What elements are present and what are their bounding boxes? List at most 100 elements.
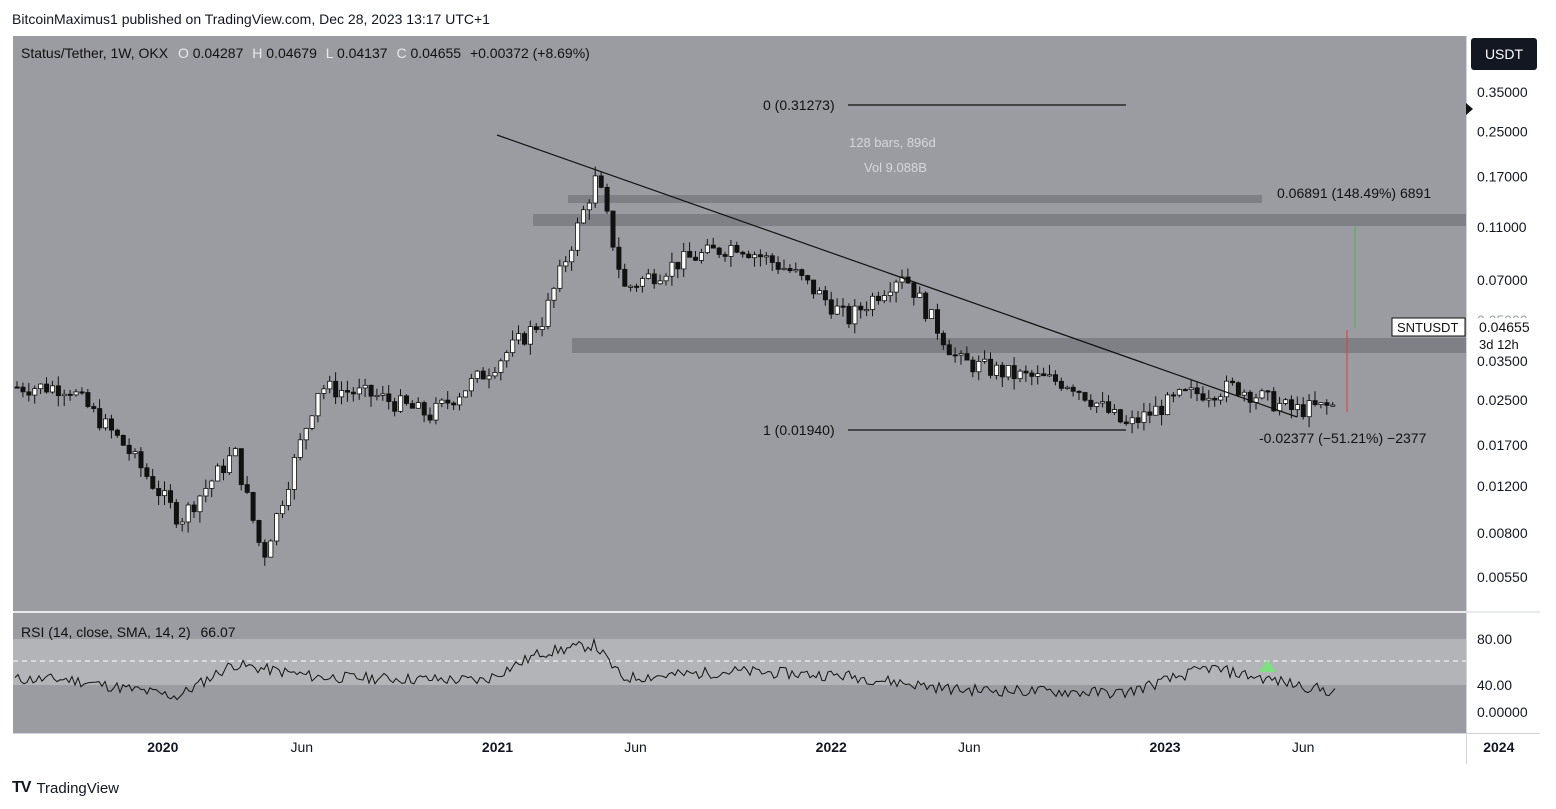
candle-body[interactable] xyxy=(1076,390,1082,393)
symbol-legend[interactable]: Status/Tether, 1W, OKX O 0.04287 H 0.046… xyxy=(21,45,590,61)
candle-body[interactable] xyxy=(911,282,917,298)
candle-body[interactable] xyxy=(675,261,681,270)
candle-body[interactable] xyxy=(793,269,799,272)
candle-body[interactable] xyxy=(327,380,333,390)
candle-body[interactable] xyxy=(1182,389,1188,392)
candle-body[interactable] xyxy=(775,262,781,270)
time-axis[interactable] xyxy=(13,734,1540,763)
candle-body[interactable] xyxy=(103,418,109,429)
candle-body[interactable] xyxy=(209,480,215,489)
candle-body[interactable] xyxy=(728,245,734,257)
candle-body[interactable] xyxy=(285,489,291,506)
candle-body[interactable] xyxy=(551,287,557,301)
candle-body[interactable] xyxy=(504,352,510,362)
candle-body[interactable] xyxy=(356,387,362,395)
main-pane[interactable] xyxy=(13,36,1466,611)
candle-body[interactable] xyxy=(740,251,746,255)
candle-body[interactable] xyxy=(1159,405,1165,416)
candle-body[interactable] xyxy=(563,261,569,267)
candle-body[interactable] xyxy=(38,383,44,390)
candle-body[interactable] xyxy=(681,251,687,270)
candle-body[interactable] xyxy=(1176,389,1182,396)
candle-body[interactable] xyxy=(976,361,982,373)
candle-body[interactable] xyxy=(85,392,91,407)
candle-body[interactable] xyxy=(1247,391,1253,403)
candle-body[interactable] xyxy=(876,295,882,302)
candle-body[interactable] xyxy=(1106,401,1112,413)
candle-body[interactable] xyxy=(61,393,67,397)
candle-body[interactable] xyxy=(1212,397,1218,401)
candle-body[interactable] xyxy=(1265,390,1271,393)
candle-body[interactable] xyxy=(1194,387,1200,395)
candle-body[interactable] xyxy=(840,305,846,308)
candle-body[interactable] xyxy=(1112,409,1118,413)
candle-body[interactable] xyxy=(1135,417,1141,423)
candle-body[interactable] xyxy=(256,520,262,543)
candle-body[interactable] xyxy=(870,295,876,310)
candle-body[interactable] xyxy=(846,305,852,325)
candle-body[interactable] xyxy=(1153,405,1159,416)
candle-body[interactable] xyxy=(156,488,162,497)
scale-arrow-icon[interactable] xyxy=(1466,103,1473,115)
candle-body[interactable] xyxy=(929,309,935,319)
candle-body[interactable] xyxy=(315,393,321,417)
candle-body[interactable] xyxy=(1271,391,1277,412)
candle-body[interactable] xyxy=(958,353,964,356)
candle-body[interactable] xyxy=(604,186,610,212)
candle-body[interactable] xyxy=(179,521,185,525)
candle-body[interactable] xyxy=(1047,374,1053,377)
candle-body[interactable] xyxy=(132,451,138,455)
candle-body[interactable] xyxy=(215,465,221,482)
price-axis[interactable] xyxy=(1467,36,1540,733)
candle-body[interactable] xyxy=(1324,402,1330,406)
legend-symbol[interactable]: Status/Tether, 1W, OKX xyxy=(21,45,169,61)
candle-body[interactable] xyxy=(940,332,946,346)
candle-body[interactable] xyxy=(1300,404,1306,418)
candle-body[interactable] xyxy=(1100,401,1106,404)
candle-body[interactable] xyxy=(480,370,486,380)
candle-body[interactable] xyxy=(1171,394,1177,397)
candle-body[interactable] xyxy=(1058,380,1064,389)
candle-body[interactable] xyxy=(114,429,120,436)
candle-body[interactable] xyxy=(309,415,315,429)
candle-body[interactable] xyxy=(1241,391,1247,396)
candle-body[interactable] xyxy=(427,414,433,421)
candle-body[interactable] xyxy=(339,390,345,398)
candle-body[interactable] xyxy=(657,280,663,285)
candle-body[interactable] xyxy=(445,399,451,404)
candle-body[interactable] xyxy=(586,202,592,211)
candle-body[interactable] xyxy=(634,285,640,288)
candle-body[interactable] xyxy=(173,502,179,525)
candle-body[interactable] xyxy=(439,399,445,404)
candle-body[interactable] xyxy=(970,359,976,373)
candle-body[interactable] xyxy=(805,275,811,281)
candle-body[interactable] xyxy=(344,390,350,393)
candle-body[interactable] xyxy=(362,384,368,389)
candle-body[interactable] xyxy=(1312,400,1318,405)
candle-body[interactable] xyxy=(120,434,126,446)
candle-body[interactable] xyxy=(492,372,498,377)
candle-body[interactable] xyxy=(858,305,864,311)
candle-body[interactable] xyxy=(964,353,970,361)
candle-body[interactable] xyxy=(91,406,97,409)
candle-body[interactable] xyxy=(1289,399,1295,410)
candle-body[interactable] xyxy=(1082,392,1088,401)
candle-body[interactable] xyxy=(899,276,905,283)
candle-body[interactable] xyxy=(693,256,699,261)
candle-body[interactable] xyxy=(999,364,1005,378)
candle-body[interactable] xyxy=(539,326,545,330)
candle-body[interactable] xyxy=(887,291,893,296)
candle-body[interactable] xyxy=(746,253,752,259)
candle-body[interactable] xyxy=(699,252,705,261)
candle-body[interactable] xyxy=(14,386,20,389)
candle-body[interactable] xyxy=(575,222,581,251)
candle-body[interactable] xyxy=(1064,386,1070,389)
candle-body[interactable] xyxy=(221,465,227,474)
candle-body[interactable] xyxy=(752,254,758,259)
candle-body[interactable] xyxy=(763,255,769,258)
candle-body[interactable] xyxy=(1023,370,1029,374)
candle-body[interactable] xyxy=(191,504,197,513)
candle-body[interactable] xyxy=(852,305,858,325)
candle-body[interactable] xyxy=(50,385,56,393)
